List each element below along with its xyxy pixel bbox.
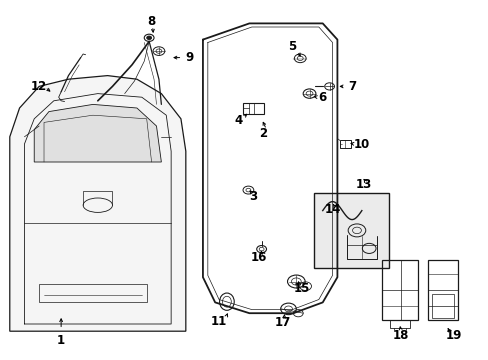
- Text: 17: 17: [274, 316, 290, 329]
- Text: 15: 15: [293, 282, 310, 294]
- Text: 16: 16: [250, 251, 267, 264]
- Bar: [339, 140, 350, 148]
- Text: 8: 8: [147, 15, 155, 28]
- Text: 12: 12: [31, 80, 47, 93]
- Text: 19: 19: [445, 329, 461, 342]
- Text: 2: 2: [259, 127, 266, 140]
- Bar: [431, 294, 453, 318]
- Text: 11: 11: [210, 315, 227, 328]
- Text: 5: 5: [288, 40, 296, 53]
- Text: 18: 18: [392, 329, 408, 342]
- Bar: [314, 193, 388, 268]
- Bar: [427, 260, 457, 320]
- Text: 1: 1: [57, 334, 65, 347]
- Text: 9: 9: [185, 51, 193, 64]
- Text: 3: 3: [249, 190, 257, 203]
- Polygon shape: [10, 76, 185, 331]
- Text: 14: 14: [324, 203, 340, 216]
- Text: 10: 10: [353, 138, 369, 150]
- Text: 4: 4: [234, 114, 242, 127]
- Polygon shape: [34, 104, 161, 162]
- Text: 7: 7: [347, 80, 355, 93]
- Circle shape: [146, 36, 151, 40]
- Text: 13: 13: [355, 178, 372, 191]
- Bar: [39, 284, 146, 302]
- Text: 6: 6: [318, 91, 326, 104]
- Bar: [243, 103, 263, 114]
- Bar: [382, 260, 417, 320]
- Bar: [389, 320, 409, 328]
